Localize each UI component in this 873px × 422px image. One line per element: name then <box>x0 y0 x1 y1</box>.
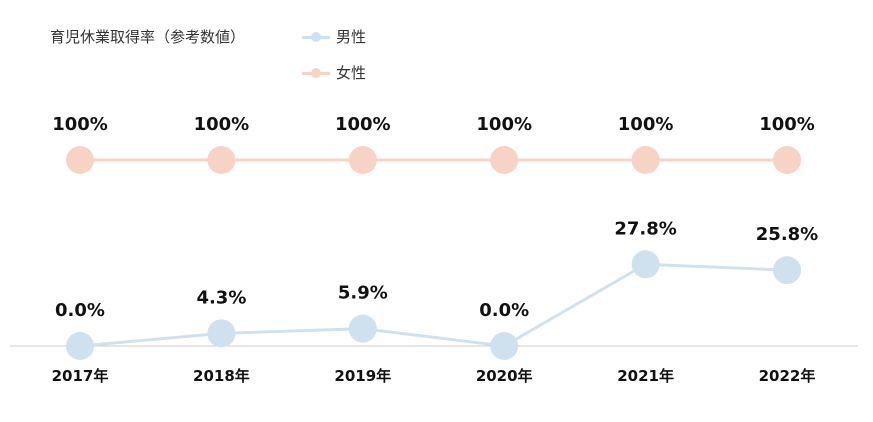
data-label: 0.0% <box>55 300 105 321</box>
data-label: 25.8% <box>756 224 818 245</box>
data-point <box>348 146 377 174</box>
data-point <box>773 256 801 285</box>
data-point <box>631 250 660 279</box>
x-tick-label: 2022年 <box>759 367 816 385</box>
data-label: 100% <box>476 114 532 135</box>
data-label: 4.3% <box>196 287 246 308</box>
x-tick-label: 2021年 <box>617 367 674 385</box>
data-label: 100% <box>194 114 250 135</box>
series-line-male <box>79 262 788 348</box>
data-label: 100% <box>618 114 674 135</box>
data-label: 100% <box>335 114 391 135</box>
x-tick-label: 2017年 <box>52 367 109 385</box>
legend-item-female: 女性 <box>302 62 366 83</box>
data-label: 0.0% <box>479 300 529 321</box>
data-point <box>490 332 519 360</box>
chart-title: 育児休業取得率（参考数値） <box>50 28 246 46</box>
x-tick-label: 2020年 <box>476 367 533 385</box>
x-tick-label: 2019年 <box>334 367 391 385</box>
data-label: 27.8% <box>614 218 676 239</box>
data-point <box>207 319 236 348</box>
data-point <box>490 146 519 174</box>
data-point <box>631 146 660 174</box>
data-label: 100% <box>52 114 108 135</box>
legend-item-male: 男性 <box>302 26 366 47</box>
data-point <box>773 146 801 174</box>
data-point <box>348 314 377 343</box>
legend-swatch-male <box>302 31 330 43</box>
legend-swatch-female <box>302 67 330 79</box>
data-label: 100% <box>759 114 815 135</box>
data-label: 5.9% <box>338 283 388 304</box>
x-tick-label: 2018年 <box>193 367 250 385</box>
data-point <box>207 146 236 174</box>
legend-label-female: 女性 <box>336 64 367 82</box>
legend-label-male: 男性 <box>336 28 367 46</box>
data-point <box>66 332 94 360</box>
data-point <box>66 146 94 174</box>
